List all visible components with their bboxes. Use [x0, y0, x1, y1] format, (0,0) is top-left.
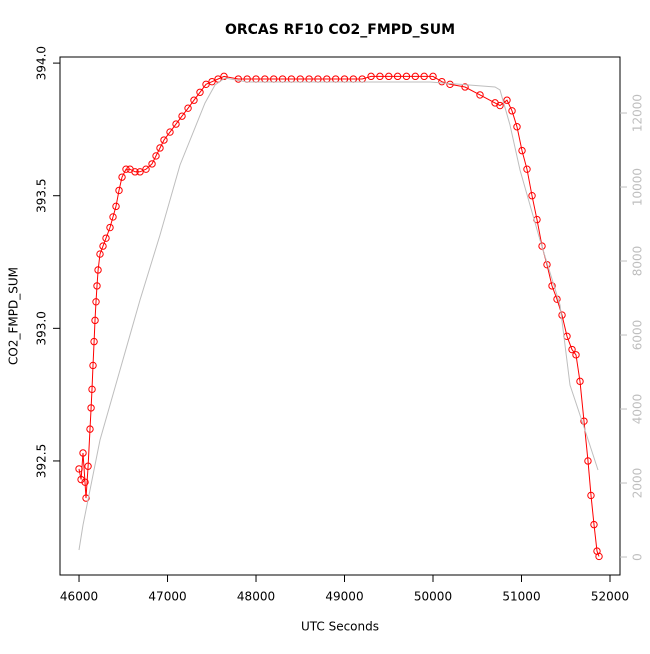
- y2-tick-label: 0: [631, 553, 645, 561]
- data-point: [518, 146, 526, 155]
- data-point: [476, 91, 484, 99]
- data-point: [595, 552, 603, 561]
- data-point: [172, 120, 180, 128]
- y2-tick-label: 4000: [631, 394, 645, 425]
- data-point: [87, 404, 95, 412]
- data-point: [112, 202, 120, 211]
- data-point: [115, 186, 123, 195]
- data-point: [367, 72, 375, 81]
- data-point: [208, 77, 216, 86]
- data-point: [214, 75, 222, 83]
- data-point: [106, 223, 114, 232]
- y2-tick-label: 2000: [631, 468, 645, 499]
- y2-tick-label: 8000: [631, 246, 645, 277]
- data-point: [523, 165, 531, 173]
- data-point: [160, 136, 168, 144]
- data-point: [572, 351, 580, 359]
- data-point: [81, 478, 89, 486]
- data-point: [513, 123, 521, 131]
- y-tick-label: 393.0: [35, 311, 49, 345]
- data-point: [152, 152, 160, 160]
- data-point: [88, 385, 96, 394]
- x-tick-label: 51000: [502, 590, 540, 604]
- data-point: [131, 168, 139, 176]
- data-point: [220, 72, 228, 81]
- data-point: [584, 457, 592, 465]
- data-point: [385, 72, 393, 81]
- data-point: [461, 83, 469, 91]
- x-tick-label: 49000: [325, 590, 363, 604]
- x-tick-label: 50000: [414, 590, 452, 604]
- y2-tick-label: 6000: [631, 320, 645, 351]
- y2-tick-label: 10000: [631, 168, 645, 206]
- data-point: [234, 75, 243, 83]
- data-point: [99, 242, 107, 250]
- y-tick-label: 392.5: [35, 444, 49, 478]
- data-point: [376, 72, 384, 81]
- x-axis-label: UTC Seconds: [301, 620, 379, 634]
- data-point: [79, 449, 87, 457]
- data-point: [190, 96, 198, 104]
- data-point: [91, 316, 99, 325]
- data-point: [590, 520, 598, 529]
- data-point: [82, 494, 90, 502]
- chart-title: ORCAS RF10 CO2_FMPD_SUM: [225, 22, 455, 38]
- data-point: [109, 213, 117, 221]
- data-point: [446, 80, 454, 89]
- data-point: [438, 77, 446, 86]
- data-point: [503, 96, 511, 104]
- data-point: [184, 104, 192, 112]
- data-point: [102, 234, 110, 242]
- data-point: [178, 112, 186, 120]
- data-point: [496, 101, 504, 110]
- data-point: [156, 144, 164, 152]
- y-tick-label: 394.0: [35, 46, 49, 80]
- data-point: [89, 361, 97, 370]
- data-point: [142, 165, 150, 173]
- y-axis-label: CO2_FMPD_SUM: [7, 267, 21, 365]
- data-point: [508, 107, 516, 115]
- data-point: [96, 250, 104, 258]
- data-point: [420, 72, 428, 81]
- data-point: [587, 491, 595, 500]
- plot-frame: [59, 56, 621, 576]
- data-point: [122, 165, 130, 173]
- data-point: [84, 462, 92, 470]
- data-point: [94, 266, 102, 274]
- x-tick-label: 47000: [148, 590, 186, 604]
- y-tick-label: 393.5: [35, 179, 49, 213]
- data-point: [75, 465, 83, 473]
- data-point: [202, 80, 210, 89]
- y2-tick-label: 12000: [631, 94, 645, 132]
- data-point: [118, 173, 126, 181]
- x-tick-label: 48000: [237, 590, 275, 604]
- data-point: [92, 298, 100, 306]
- data-point: [538, 242, 546, 250]
- series-line: [78, 77, 599, 551]
- data-point: [429, 72, 437, 81]
- data-point: [90, 337, 98, 346]
- data-point: [166, 128, 174, 136]
- data-point: [86, 425, 94, 433]
- data-point: [548, 282, 556, 290]
- data-point: [196, 88, 204, 96]
- x-tick-label: 46000: [60, 590, 98, 604]
- data-point: [136, 168, 144, 176]
- data-point: [93, 282, 101, 290]
- data-point: [393, 72, 402, 81]
- data-point: [576, 377, 584, 386]
- data-point: [148, 160, 156, 168]
- data-point: [528, 192, 536, 200]
- data-point: [580, 417, 588, 425]
- data-point: [411, 72, 420, 81]
- x-tick-label: 52000: [591, 590, 629, 604]
- data-point: [402, 72, 411, 81]
- data-point: [568, 345, 576, 354]
